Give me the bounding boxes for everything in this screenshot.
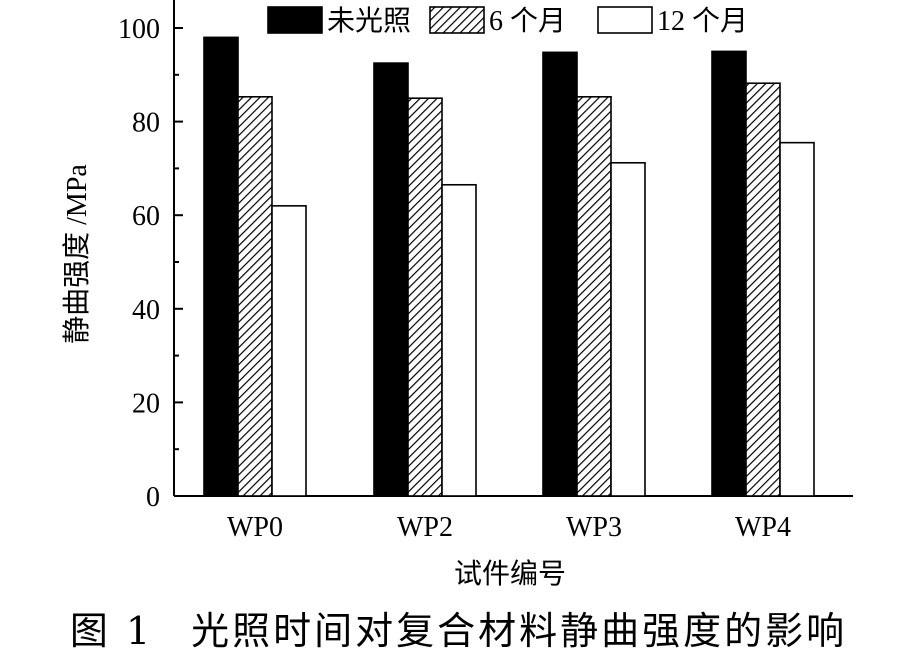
x-tick-label: WP2	[397, 512, 453, 543]
bar-wp2-series-3	[441, 183, 477, 497]
bar-wp2-series-1	[373, 62, 409, 497]
bar-wp0-series-3	[271, 205, 307, 497]
y-tick-label: 40	[132, 295, 160, 326]
x-tick-label: WP4	[735, 512, 791, 543]
bar-wp4-series-3	[779, 141, 815, 497]
caption-label: 图 1	[69, 609, 154, 653]
y-tick-label: 80	[132, 108, 160, 139]
caption-text: 光照时间对复合材料静曲强度的影响	[191, 609, 848, 653]
bar-wp4-series-2	[745, 82, 781, 497]
legend-swatch-2	[429, 6, 485, 34]
bar-chart: 0 20 40 60 80 100 WP0 WP2 WP3 WP4 未光照 6 个月 12 个月 静曲强…	[61, 0, 853, 590]
bar-wp3-series-2	[576, 95, 612, 497]
bar-wp0-series-2	[237, 95, 273, 497]
legend-label-3: 12 个月	[657, 6, 748, 37]
bar-wp3-series-1	[542, 51, 578, 497]
y-tick-label: 100	[118, 14, 160, 45]
y-tick-label: 0	[146, 482, 160, 513]
bar-wp4-series-1	[711, 50, 747, 497]
x-axis-label: 试件编号	[454, 558, 566, 590]
x-tick-label: WP0	[227, 512, 283, 543]
x-tick-label: WP3	[566, 512, 622, 543]
legend-label-1: 未光照	[327, 5, 411, 37]
y-axis-label: 静曲强度 /MPa	[61, 164, 93, 344]
bar-wp3-series-3	[610, 161, 646, 497]
y-tick-label: 20	[132, 388, 160, 419]
legend-swatch-1	[267, 6, 323, 34]
legend-label-2: 6 个月	[489, 6, 566, 37]
legend-swatch-3	[597, 6, 653, 34]
bar-wp2-series-2	[407, 97, 443, 497]
bar-wp0-series-1	[203, 36, 239, 497]
figure-caption: 图 1 光照时间对复合材料静曲强度的影响	[0, 600, 917, 655]
y-tick-label: 60	[132, 201, 160, 232]
